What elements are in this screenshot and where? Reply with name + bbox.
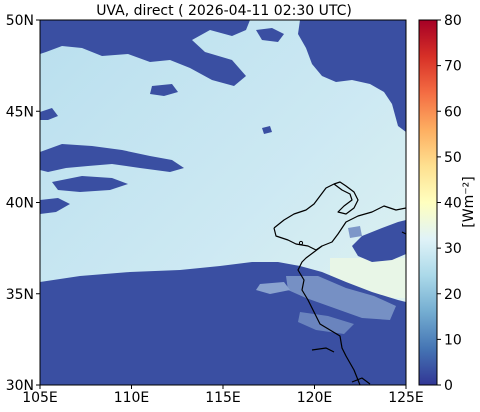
cloud-region	[298, 20, 406, 132]
coastline	[298, 240, 304, 246]
colorbar-tick-label: 50	[444, 150, 462, 166]
thin-cloud-region	[298, 312, 354, 334]
y-tick-label: 50N	[6, 13, 34, 29]
coastline	[311, 347, 335, 353]
y-tick-label: 30N	[6, 378, 34, 394]
cloud-region	[262, 126, 272, 134]
cloud-region	[40, 198, 70, 214]
cloud-region	[352, 220, 406, 262]
cloud-region	[40, 144, 184, 172]
thin-cloud-region	[286, 276, 396, 320]
colorbar-tick-label: 70	[444, 59, 462, 75]
x-tick-label: 110E	[114, 390, 150, 406]
x-tick-label: 105E	[22, 390, 58, 406]
cloud-region	[40, 20, 250, 86]
cloud-region	[256, 28, 284, 42]
coastline	[273, 227, 323, 251]
colorbar-tick-label: 80	[444, 13, 462, 29]
thin-cloud-region	[256, 282, 290, 294]
cloud-region	[150, 84, 178, 96]
y-axis: 30N 35N 40N 45N 50N	[6, 13, 40, 394]
cloud-region	[40, 108, 58, 120]
colorbar-scale	[418, 19, 438, 386]
x-axis: 105E 110E 115E 120E 125E	[22, 385, 424, 406]
map-area	[40, 20, 406, 385]
colorbar-axis: 0 10 20 30 40 50 60 70 80	[437, 13, 462, 394]
x-tick-label: 120E	[297, 390, 333, 406]
chart-title: UVA, direct ( 2026-04-11 02:30 UTC)	[96, 3, 352, 19]
colorbar-tick-label: 60	[444, 104, 462, 120]
coastline	[401, 231, 406, 235]
y-tick-label: 40N	[6, 196, 34, 212]
y-tick-label: 45N	[6, 104, 34, 120]
x-tick-label: 115E	[205, 390, 241, 406]
colorbar-tick-label: 10	[444, 332, 462, 348]
coastline	[273, 181, 359, 229]
colorbar-tick-label: 30	[444, 241, 462, 257]
x-tick-label: 125E	[388, 390, 424, 406]
y-tick-label: 35N	[6, 287, 34, 303]
coastline	[351, 377, 371, 385]
colorbar-tick-label: 20	[444, 287, 462, 303]
cloud-region	[52, 176, 128, 192]
colorbar-label: [Wm⁻²]	[461, 176, 477, 227]
colorbar-tick-label: 40	[444, 196, 462, 212]
thin-cloud-region	[348, 226, 362, 238]
coastline	[297, 205, 406, 385]
colorbar-tick-label: 0	[444, 378, 453, 394]
